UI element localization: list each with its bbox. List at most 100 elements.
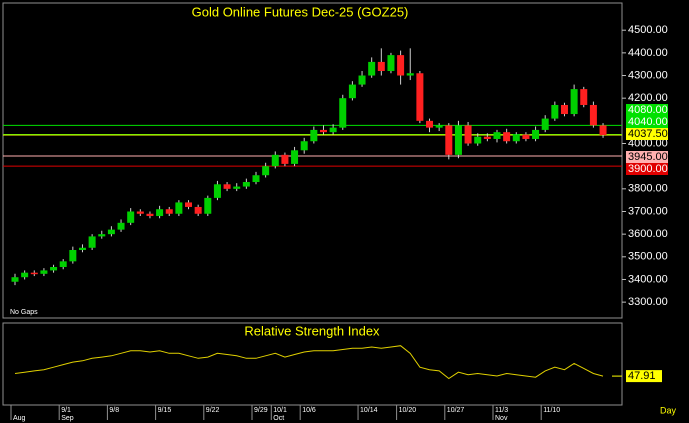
y-tick-label: 4500.00 (628, 24, 668, 36)
price-label-box (626, 151, 668, 163)
candle-body (175, 202, 183, 214)
period-label: Day (660, 405, 677, 415)
candle-body (78, 247, 86, 251)
annotation: No Gaps (10, 309, 38, 316)
candle-body (454, 125, 462, 155)
candle-body (319, 129, 327, 133)
candle-body (560, 104, 568, 115)
candle-body (194, 206, 202, 214)
candle-body (146, 213, 154, 217)
candle-body (117, 222, 125, 230)
rsi-line (14, 345, 604, 380)
candle-body (252, 175, 260, 183)
candle-body (223, 184, 231, 189)
x-tick-label: 10/20 (399, 407, 417, 414)
x-tick-label: 9/29 (254, 407, 268, 414)
candle-body (242, 182, 250, 187)
candle-body (262, 166, 270, 176)
price-label-box (626, 104, 668, 116)
candle-body (426, 120, 434, 128)
y-tick-label: 4300.00 (628, 69, 668, 81)
x-tick-label: 9/1 (61, 407, 71, 414)
price-label: 4037.50 (628, 128, 668, 140)
y-tick-label: 3300.00 (628, 296, 668, 308)
candle-body (213, 184, 221, 198)
candle-body (445, 125, 453, 155)
candle-body (59, 261, 67, 268)
candle-body (387, 55, 395, 71)
x-tick-label: 11/10 (543, 407, 560, 414)
candle-body (40, 270, 48, 274)
x-tick-label: 9/15 (158, 407, 172, 414)
x-tick-label: 9/8 (109, 407, 119, 414)
candle-body (599, 125, 607, 136)
candle-body (281, 154, 289, 164)
price-panel (2, 2, 623, 319)
candle-body (493, 132, 501, 139)
price-label: 3900.00 (628, 163, 668, 175)
x-tick-label: 10/27 (447, 407, 465, 414)
candle-body (551, 104, 559, 119)
value-label-box (626, 370, 662, 383)
candle-body (30, 272, 38, 275)
candle-body (271, 154, 279, 167)
candle-body (127, 211, 135, 223)
price-label: 4040.00 (628, 116, 668, 128)
candle-body (397, 55, 405, 76)
candle-body (88, 236, 96, 248)
price-label: 3945.00 (628, 151, 668, 163)
x-tick-label: 10/1 (273, 407, 287, 414)
candle-body (580, 89, 588, 105)
candle-body (522, 134, 530, 139)
candle-body (541, 118, 549, 130)
candle-body (21, 272, 29, 278)
candle-body (474, 136, 482, 144)
x-tick-label: 10/14 (360, 407, 378, 414)
price-label-box (626, 116, 668, 128)
candle-body (589, 104, 597, 126)
candle-body (204, 197, 212, 214)
y-tick-label: 3800.00 (628, 183, 668, 195)
candle-body (464, 125, 472, 144)
candle-body (136, 211, 144, 214)
x-tick-label: 11/3 (495, 407, 508, 414)
candle-body (435, 125, 443, 128)
y-tick-label: 3700.00 (628, 205, 668, 217)
y-tick-label: 3600.00 (628, 228, 668, 240)
candle-body (339, 98, 347, 128)
month-label: Oct (273, 415, 284, 422)
y-tick-label: 3500.00 (628, 251, 668, 263)
price-label-box (626, 128, 668, 140)
month-label: Sep (61, 415, 74, 422)
candle-body (156, 209, 164, 217)
y-tick-label: 3400.00 (628, 273, 668, 285)
candle-body (368, 61, 376, 76)
candle-body (310, 129, 318, 142)
y-tick-label: 4400.00 (628, 47, 668, 59)
candle-body (165, 209, 173, 214)
candle-body (11, 277, 19, 282)
candle-body (503, 132, 511, 142)
value-label: 47.91 (628, 370, 656, 382)
price-label: 4080.00 (628, 104, 668, 116)
candle-body (532, 129, 540, 139)
candle-body (300, 141, 308, 151)
candle-body (406, 73, 414, 76)
candle-body (358, 75, 366, 85)
y-tick-label: 4000.00 (628, 137, 668, 149)
candle-body (233, 186, 241, 189)
price-label-box (626, 163, 668, 175)
candle-body (416, 73, 424, 121)
candle-body (291, 150, 299, 164)
chart-title: Gold Online Futures Dec-25 (GOZ25) (192, 4, 409, 19)
candle-body (185, 202, 193, 207)
candle-body (483, 136, 491, 139)
candle-body (348, 84, 356, 99)
candle-body (377, 61, 385, 71)
candle-body (50, 267, 58, 271)
month-label: Aug (13, 415, 26, 422)
candle-body (98, 234, 106, 237)
month-label: Nov (495, 415, 508, 422)
